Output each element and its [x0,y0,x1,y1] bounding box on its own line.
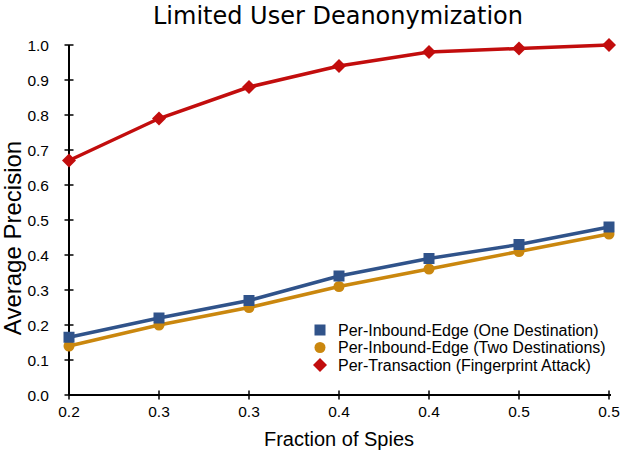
legend-label: Per-Inbound-Edge (One Destination) [338,322,599,339]
line-chart-canvas: Limited User Deanonymization Fraction of… [0,0,620,455]
legend-marker [315,325,326,336]
legend-marker [313,358,327,372]
x-tick-label: 0.3 [148,403,170,420]
chart: Limited User Deanonymization Fraction of… [0,0,620,455]
y-tick-label: 0.0 [27,387,49,404]
data-point-marker [514,239,525,250]
legend-label: Per-Inbound-Edge (Two Destinations) [338,339,606,356]
data-point-marker [424,253,435,264]
y-tick-label: 0.7 [27,142,49,159]
data-point-marker [332,59,346,73]
data-point-marker [602,38,616,52]
x-axis-label: Fraction of Spies [264,428,414,450]
x-tick-label: 0.5 [508,403,530,420]
data-point-marker [62,154,76,168]
series-diamond [62,38,616,168]
data-point-marker [334,281,345,292]
data-point-marker [242,80,256,94]
data-point-marker [334,271,345,282]
y-axis-label: Average Precision [0,141,26,335]
y-tick-label: 0.5 [27,212,49,229]
y-tick-label: 0.8 [27,107,49,124]
y-tick-label: 0.6 [27,177,49,194]
data-point-marker [64,332,75,343]
legend: Per-Inbound-Edge (One Destination)Per-In… [313,322,606,374]
data-point-marker [154,313,165,324]
x-tick-label: 0.5 [598,403,620,420]
y-tick-label: 0.2 [27,317,49,334]
data-point-marker [512,42,526,56]
legend-marker [315,342,326,353]
y-tick-label: 0.1 [27,352,49,369]
x-tick-label: 0.4 [328,403,350,420]
data-point-marker [244,295,255,306]
y-tick-label: 0.9 [27,72,49,89]
x-tick-label: 0.2 [58,403,80,420]
y-tick-label: 0.3 [27,282,49,299]
y-tick-label: 1.0 [27,37,49,54]
y-tick-label: 0.4 [27,247,49,264]
data-point-marker [424,264,435,275]
chart-title: Limited User Deanonymization [153,2,523,30]
x-tick-label: 0.4 [418,403,440,420]
data-point-marker [604,222,615,233]
data-point-marker [152,112,166,126]
x-tick-label: 0.3 [238,403,260,420]
data-point-marker [422,45,436,59]
data-series [62,38,616,352]
legend-label: Per-Transaction (Fingerprint Attack) [338,357,591,374]
